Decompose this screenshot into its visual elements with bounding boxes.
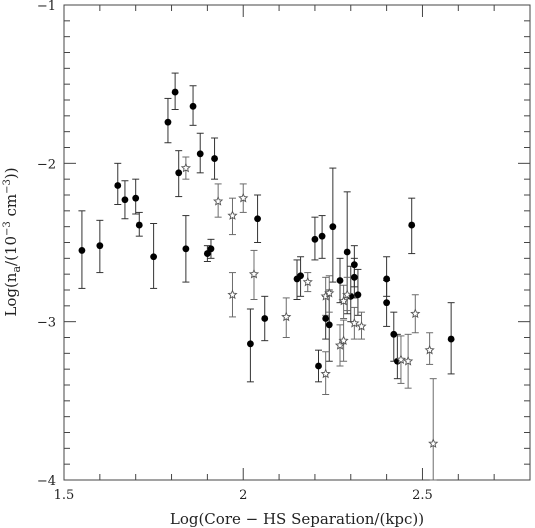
circle-point — [315, 362, 322, 370]
star-point — [395, 354, 407, 364]
circle-point — [254, 215, 261, 223]
star-point — [213, 195, 224, 206]
circle-point — [325, 321, 333, 329]
circle-point — [447, 335, 455, 343]
y-label-main: Log(n — [2, 272, 20, 316]
star-point — [238, 192, 249, 203]
circle-point — [164, 118, 172, 126]
axis-tick-labels: 1.5 2 2.5 −4 −3 −2 −1 — [37, 0, 433, 503]
circle-point — [207, 245, 215, 253]
circle-point — [203, 250, 211, 257]
circle-point — [114, 182, 122, 189]
y-label-unit: cm — [2, 194, 20, 221]
star-point — [281, 311, 292, 322]
star-point — [180, 162, 191, 173]
circle-point — [132, 194, 140, 202]
data-markers — [78, 88, 455, 448]
y-label-sup: −3 — [2, 221, 13, 236]
star-point — [227, 289, 238, 300]
star-point — [324, 287, 335, 298]
circle-point — [390, 330, 398, 338]
circle-point — [318, 232, 326, 240]
x-tick-label: 2 — [239, 488, 247, 503]
circle-point — [189, 102, 197, 110]
star-point — [227, 210, 238, 220]
x-axis-label: Log(Core − HS Separation/(kpc)) — [170, 510, 424, 528]
circle-point — [182, 245, 190, 253]
circle-point — [343, 248, 351, 256]
circle-point — [383, 299, 391, 307]
circle-point — [354, 291, 362, 299]
star-point — [410, 308, 421, 319]
circle-point — [311, 235, 319, 243]
star-point — [320, 368, 331, 379]
circle-point — [297, 272, 304, 280]
circle-point — [350, 273, 358, 281]
y-label-unit-sup: −3 — [2, 179, 13, 194]
circle-point — [121, 196, 129, 204]
star-point — [334, 340, 346, 350]
circle-point — [350, 261, 358, 269]
star-point — [338, 335, 349, 345]
y-axis-label: Log(na/(10−3 cm−3)) — [2, 167, 23, 316]
y-label-sub: a — [10, 266, 23, 273]
y-tick-label: −2 — [37, 157, 56, 172]
axis-ticks — [63, 4, 531, 481]
star-point — [356, 321, 367, 331]
circle-point — [408, 221, 416, 229]
x-tick-label: 2.5 — [412, 488, 433, 503]
circle-point — [171, 88, 179, 96]
star-point — [424, 344, 435, 355]
circle-point — [175, 169, 183, 177]
y-tick-label: −4 — [37, 474, 56, 489]
circle-point — [322, 315, 330, 322]
circle-point — [261, 315, 269, 322]
y-tick-label: −3 — [37, 316, 56, 331]
circle-point — [329, 223, 337, 231]
star-point — [403, 355, 414, 366]
star-point — [349, 317, 360, 328]
circle-point — [247, 340, 254, 348]
circle-point — [150, 253, 158, 261]
y-label-end: )) — [2, 167, 20, 179]
x-tick-label: 1.5 — [54, 488, 75, 503]
plot-frame — [63, 4, 531, 481]
error-bars — [78, 72, 455, 481]
star-point — [338, 295, 349, 306]
circle-point — [211, 155, 218, 162]
circle-point — [135, 221, 143, 229]
star-point — [302, 276, 313, 287]
star-point — [342, 289, 353, 300]
star-point — [428, 438, 439, 448]
circle-point — [96, 242, 104, 250]
y-tick-label: −1 — [37, 0, 56, 14]
circle-point — [196, 150, 204, 158]
circle-point — [78, 247, 86, 254]
circle-point — [336, 277, 344, 284]
star-point — [248, 268, 260, 279]
y-label-tail: /(10 — [2, 236, 20, 266]
circle-point — [383, 275, 391, 283]
